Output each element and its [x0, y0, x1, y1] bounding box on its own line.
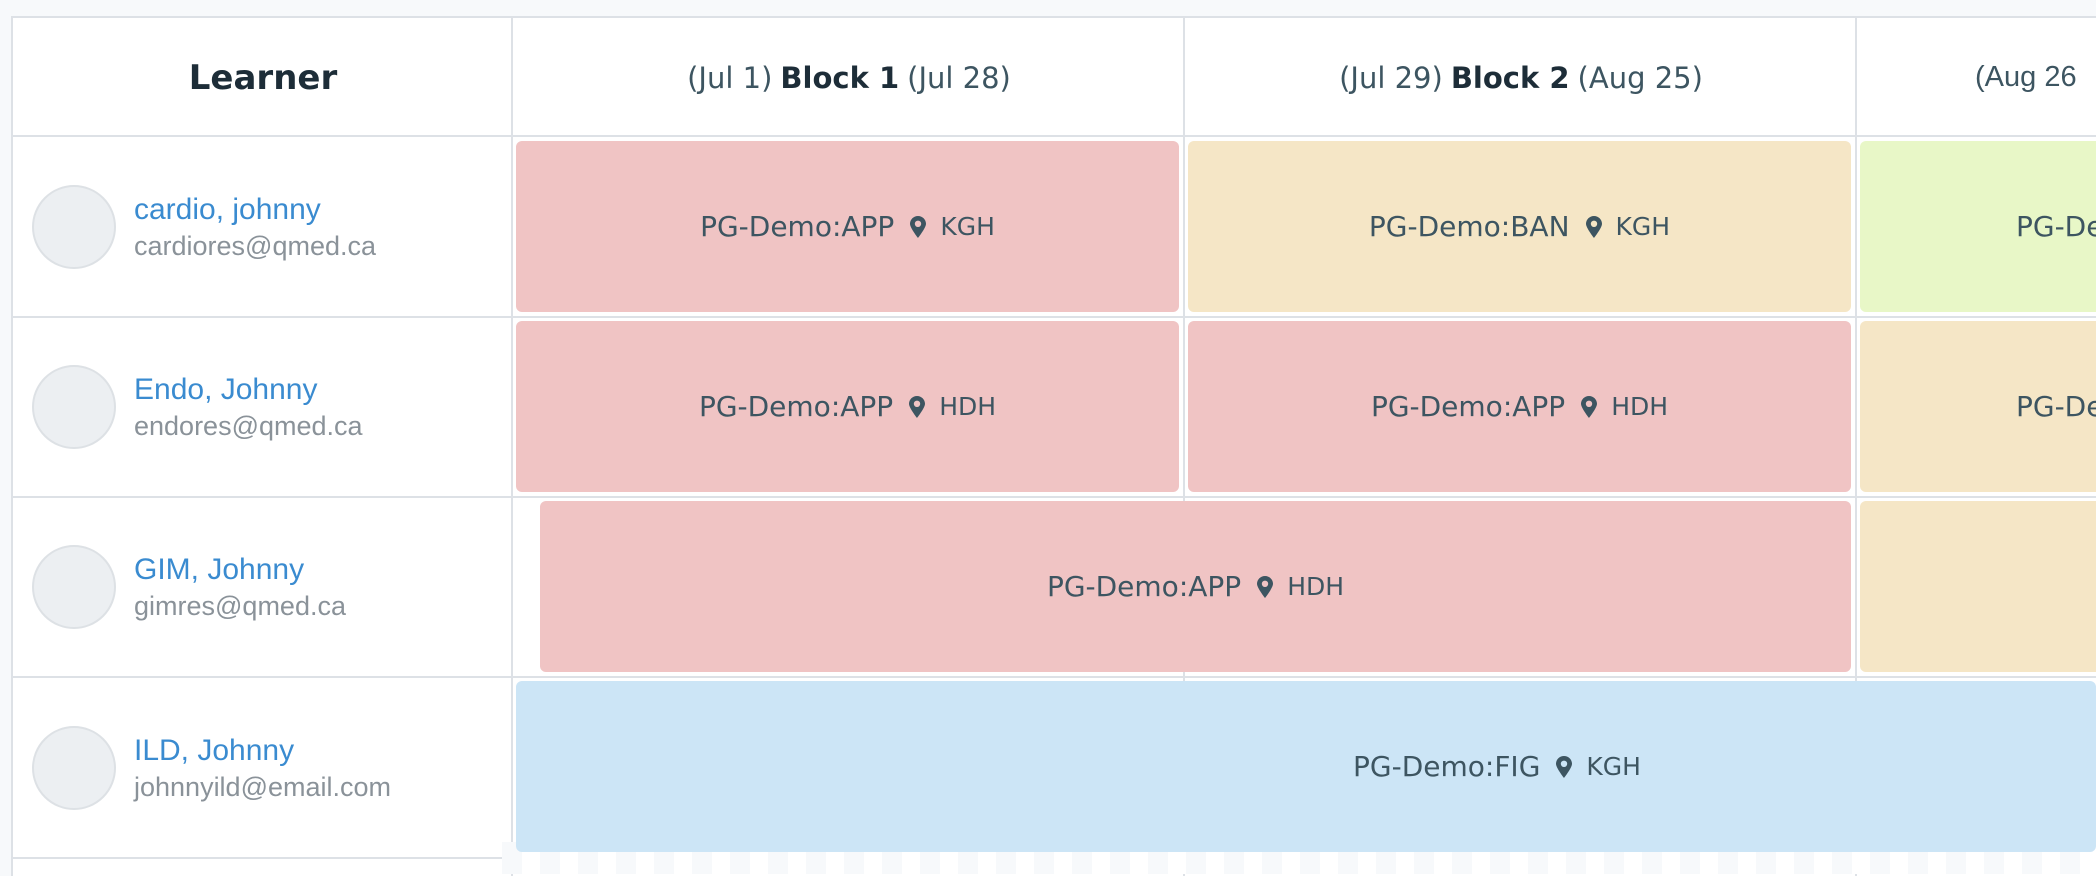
rotation-label: PG-Demo:APP: [2016, 210, 2096, 243]
learner-name-link[interactable]: cardio, johnny: [134, 192, 321, 226]
map-pin-icon: [1257, 575, 1274, 598]
learner-row: cardio, johnny cardiores@qmed.ca: [13, 137, 513, 316]
learner-name-link[interactable]: ILD, Johnny: [134, 733, 295, 767]
learner-row: ILD, Johnny johnnyild@email.com: [13, 678, 513, 857]
divider: [13, 135, 2096, 137]
avatar: [32, 545, 116, 629]
block-name: Block 1: [780, 60, 900, 95]
block-start-date: (Aug 26: [1975, 61, 2077, 93]
divider: [13, 676, 2096, 678]
map-pin-icon: [1581, 395, 1598, 418]
avatar: [32, 725, 116, 810]
rotation-label: PG-Demo:APP: [700, 210, 895, 243]
rotation-event[interactable]: PG-Demo:APP HDH: [540, 501, 1851, 672]
rotation-event[interactable]: PG-Demo:APP HDH: [516, 321, 1179, 492]
site-label: KGH: [1615, 212, 1671, 241]
rotation-label: PG-Demo:APP: [2016, 390, 2096, 423]
block-start-date: (Jul 1): [687, 60, 773, 95]
divider: [13, 316, 2096, 318]
map-pin-icon: [1585, 215, 1602, 238]
site-label: HDH: [939, 392, 997, 421]
divider: [1855, 18, 1857, 876]
rotation-label: PG-Demo:FIG: [1353, 750, 1541, 783]
block-end-date: (Jul 28): [907, 60, 1011, 95]
site-label: HDH: [1611, 392, 1669, 421]
learner-email: johnnyild@email.com: [134, 771, 392, 802]
rotation-label: PG-Demo:APP: [1046, 570, 1242, 603]
learner-column-header: Learner: [188, 57, 338, 98]
map-pin-icon: [1556, 755, 1573, 778]
block-1-header: (Jul 1) Block 1 (Jul 28): [513, 18, 1185, 137]
learner-name-link[interactable]: GIM, Johnny: [134, 553, 305, 586]
block-name: Block 2: [1450, 60, 1570, 95]
divider: [1183, 18, 1185, 876]
learner-email: cardiores@qmed.ca: [134, 230, 377, 261]
site-label: KGH: [940, 212, 995, 241]
block-2-header: (Jul 29) Block 2 (Aug 25): [1185, 18, 1857, 137]
rotation-event[interactable]: PG-Demo:APP HDH: [1188, 321, 1851, 492]
learner-name-link[interactable]: Endo, Johnny: [134, 373, 318, 406]
rotation-event[interactable]: PG-Demo:APP KGH: [516, 141, 1179, 312]
block-start-date: (Jul 29): [1339, 60, 1443, 95]
block-end-date: (Aug 25): [1577, 60, 1703, 95]
rotation-event[interactable]: PG-Demo:FIG KGH: [516, 681, 2096, 852]
rotation-event[interactable]: PG-Demo:BAN KGH: [1188, 141, 1851, 312]
rotation-label: PG-Demo:APP: [1370, 390, 1566, 423]
map-pin-icon: [909, 395, 926, 418]
site-label: KGH: [1586, 752, 1641, 781]
rotation-label: PG-Demo:APP: [698, 390, 894, 423]
map-pin-icon: [910, 215, 927, 238]
learner-row: GIM, Johnny gimres@qmed.ca: [13, 498, 513, 676]
site-label: HDH: [1287, 572, 1345, 601]
avatar: [32, 184, 116, 269]
learner-email: endores@qmed.ca: [134, 411, 363, 441]
rotation-label: PG-Demo:BAN: [1368, 210, 1570, 243]
block-3-header: (Aug 26: [1975, 18, 2096, 137]
divider: [13, 496, 2096, 498]
learner-email: gimres@qmed.ca: [134, 591, 346, 621]
learner-row: Endo, Johnny endores@qmed.ca: [13, 318, 513, 496]
avatar: [32, 365, 116, 449]
rotation-event[interactable]: [1860, 501, 2096, 672]
divider: [511, 18, 513, 876]
